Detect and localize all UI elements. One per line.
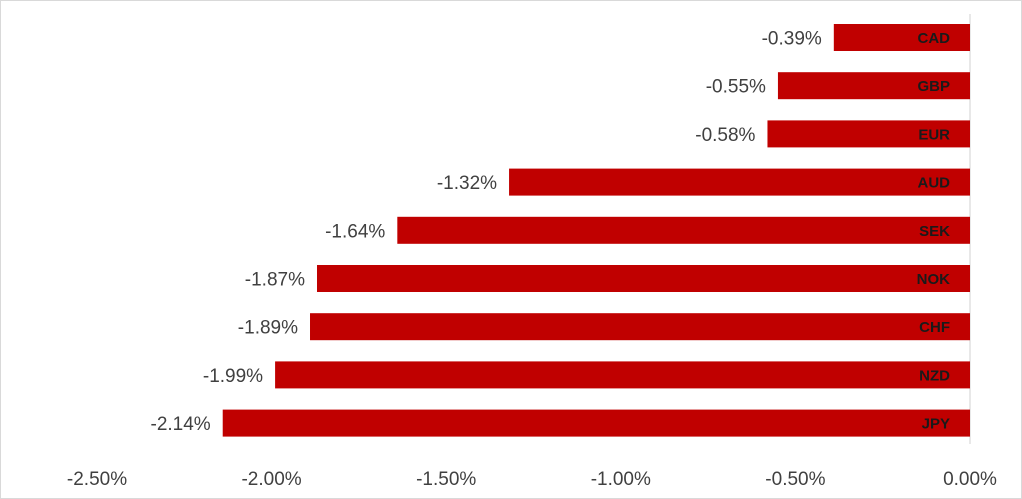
data-label-eur: -0.58%	[695, 125, 755, 146]
category-label-chf: CHF	[919, 319, 950, 336]
bar-sek	[397, 216, 970, 244]
data-label-gbp: -0.55%	[706, 77, 766, 98]
data-label-jpy: -2.14%	[151, 414, 211, 435]
category-label-gbp: GBP	[917, 78, 950, 95]
x-tick-label: -1.50%	[416, 469, 476, 490]
data-label-aud: -1.32%	[437, 173, 497, 194]
category-label-jpy: JPY	[922, 416, 950, 433]
category-label-eur: EUR	[918, 126, 950, 143]
bar-gbp	[777, 72, 970, 100]
x-tick-label: -2.50%	[67, 469, 127, 490]
x-tick-label: 0.00%	[943, 469, 997, 490]
category-label-nok: NOK	[917, 271, 951, 288]
bar-jpy	[222, 409, 970, 437]
bar-aud	[509, 168, 970, 196]
bar-chf	[310, 313, 971, 341]
data-label-chf: -1.89%	[238, 318, 298, 339]
x-tick-label: -1.00%	[591, 469, 651, 490]
category-label-nzd: NZD	[919, 367, 950, 384]
data-label-nzd: -1.99%	[203, 366, 263, 387]
bar-nok	[316, 265, 971, 292]
category-label-aud: AUD	[918, 175, 951, 192]
bar-nzd	[275, 361, 970, 389]
category-label-cad: CAD	[918, 30, 951, 47]
bar-eur	[767, 120, 970, 148]
data-label-sek: -1.64%	[325, 221, 385, 242]
bar-cad	[833, 24, 970, 51]
x-tick-label: -0.50%	[765, 469, 825, 490]
x-tick-label: -2.00%	[241, 469, 301, 490]
category-label-sek: SEK	[919, 223, 950, 240]
data-label-nok: -1.87%	[245, 270, 305, 291]
data-label-cad: -0.39%	[762, 29, 822, 50]
